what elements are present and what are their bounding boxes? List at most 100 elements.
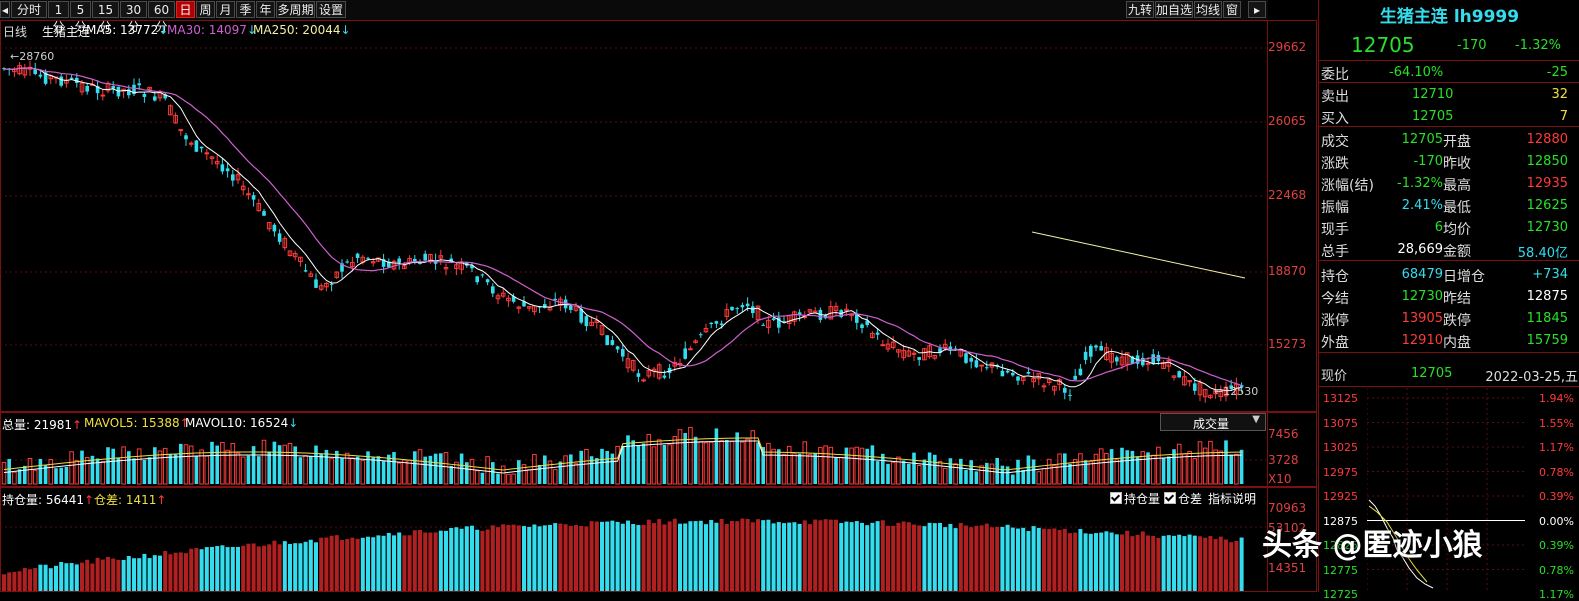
candle-body bbox=[370, 261, 376, 264]
candle-body bbox=[875, 332, 880, 335]
oi-bar bbox=[43, 564, 48, 591]
quote-field-label: 外盘 bbox=[1321, 335, 1349, 351]
oi-bar bbox=[516, 525, 521, 591]
candle-body bbox=[953, 348, 958, 350]
candle-body bbox=[204, 152, 210, 155]
oi-bar bbox=[1073, 532, 1078, 591]
period-tab-3[interactable]: 15分 bbox=[92, 1, 119, 34]
period-tab-1[interactable]: 1分 bbox=[48, 1, 69, 34]
volume-panel[interactable] bbox=[0, 412, 1317, 487]
period-tab-9[interactable]: 季 bbox=[236, 1, 255, 18]
candle-body bbox=[782, 321, 786, 323]
candle-body bbox=[137, 83, 141, 86]
diff-checkbox[interactable]: 仓差 bbox=[1164, 490, 1202, 507]
candle-body bbox=[350, 261, 355, 268]
toolbar-right-button-1[interactable]: 加自选 bbox=[1155, 1, 1193, 18]
quote-row: 现手 6 均价 12730 bbox=[1319, 216, 1579, 238]
intraday-chart[interactable] bbox=[1367, 388, 1525, 592]
indicator-dropdown[interactable]: 成交量 ▼ bbox=[1160, 413, 1266, 431]
volume-bar bbox=[95, 458, 100, 484]
mavol10-label: MAVOL10: 16524↓ bbox=[185, 416, 299, 430]
candlestick-chart[interactable]: ←28760 ←12530 bbox=[0, 20, 1266, 412]
volume-bar bbox=[792, 453, 797, 485]
period-tab-8[interactable]: 月 bbox=[216, 1, 235, 18]
period-tab-6[interactable]: 日 bbox=[176, 1, 195, 18]
candle-body bbox=[1020, 376, 1026, 381]
volume-bar bbox=[1218, 450, 1224, 485]
candle-body bbox=[573, 305, 579, 311]
open-interest-chart[interactable] bbox=[0, 487, 1266, 592]
oi-bar bbox=[579, 525, 584, 591]
buy-row: 买入 12705 7 bbox=[1319, 105, 1579, 127]
kline-panel[interactable] bbox=[0, 20, 1317, 412]
oi-bar bbox=[787, 522, 792, 591]
period-tab-10[interactable]: 年 bbox=[256, 1, 275, 18]
volume-bar bbox=[188, 445, 194, 485]
oi-bar bbox=[215, 546, 220, 591]
toolbar-right-button-3[interactable]: 窗 bbox=[1223, 1, 1241, 18]
intraday-pct-tick: 1.17% bbox=[1539, 588, 1574, 601]
oi-bar bbox=[854, 521, 859, 591]
checkbox-icon[interactable] bbox=[1164, 492, 1176, 504]
oi-bar bbox=[1026, 531, 1031, 591]
quote-field-value: -170 bbox=[1413, 154, 1443, 169]
oi-bar bbox=[813, 519, 818, 591]
period-label: 日线 bbox=[3, 25, 28, 39]
candle-body bbox=[1151, 354, 1155, 364]
checkbox-icon[interactable] bbox=[1110, 492, 1122, 504]
scroll-right-icon[interactable]: ▸ bbox=[1248, 1, 1266, 18]
quote-field-value: 2.41% bbox=[1401, 198, 1443, 213]
oi-bar bbox=[480, 530, 485, 591]
volume-bar bbox=[881, 453, 885, 484]
volume-bar bbox=[942, 468, 948, 485]
oi-bar bbox=[28, 569, 32, 591]
scroll-left-icon[interactable]: ◂ bbox=[0, 1, 10, 18]
candle-body bbox=[1124, 352, 1130, 365]
volume-bar bbox=[875, 461, 880, 484]
toolbar-right-button-2[interactable]: 均线 bbox=[1194, 1, 1222, 18]
oi-bar bbox=[1104, 531, 1109, 591]
candle-body bbox=[334, 271, 340, 278]
volume-bar bbox=[517, 460, 521, 484]
intraday-price-tick: 12825 bbox=[1323, 539, 1358, 552]
candle-body bbox=[896, 349, 901, 353]
volume-bar bbox=[735, 432, 739, 484]
volume-bar bbox=[194, 455, 199, 484]
oi-bar bbox=[1010, 527, 1015, 591]
vol-axis-mid: 3728 bbox=[1268, 453, 1299, 467]
candle-body bbox=[543, 304, 547, 308]
volume-bar bbox=[1026, 455, 1031, 484]
volume-bar bbox=[896, 456, 901, 485]
volume-bar bbox=[844, 447, 849, 484]
volume-bar bbox=[116, 457, 121, 484]
quote-field-value: 68479 bbox=[1401, 267, 1443, 282]
oi-bar bbox=[594, 521, 599, 591]
oi-checkbox[interactable]: 持仓量 bbox=[1110, 490, 1160, 507]
period-tab-5[interactable]: 60分 bbox=[148, 1, 175, 34]
volume-bar bbox=[1072, 459, 1078, 485]
oi-bar bbox=[1135, 534, 1140, 591]
oi-bar bbox=[1234, 540, 1239, 591]
volume-chart[interactable] bbox=[0, 412, 1266, 487]
period-tab-4[interactable]: 30分 bbox=[120, 1, 147, 34]
period-tab-0[interactable]: 分时 bbox=[11, 1, 47, 18]
oi-bar bbox=[912, 524, 916, 591]
oi-bar bbox=[511, 524, 516, 591]
toolbar-right-button-0[interactable]: 九转 bbox=[1126, 1, 1154, 18]
period-tab-7[interactable]: 周 bbox=[196, 1, 215, 18]
candle-body bbox=[807, 309, 813, 313]
quote-field-label: 开盘 bbox=[1443, 134, 1471, 150]
oi-bar bbox=[1224, 539, 1228, 591]
oi-bar bbox=[454, 527, 459, 591]
sell-volume: 32 bbox=[1551, 87, 1568, 102]
oi-bar bbox=[85, 559, 90, 591]
up-arrow-icon: ↑ bbox=[84, 493, 95, 507]
volume-bar bbox=[1083, 460, 1088, 484]
volume-bar bbox=[777, 449, 781, 484]
period-tab-11[interactable]: 多周期 bbox=[276, 1, 315, 18]
intraday-pct-tick: 0.39% bbox=[1539, 539, 1574, 552]
oi-bar bbox=[646, 519, 651, 591]
period-tab-2[interactable]: 5分 bbox=[70, 1, 91, 34]
indicator-help-link[interactable]: 指标说明 bbox=[1208, 492, 1257, 506]
period-tab-12[interactable]: 设置 bbox=[316, 1, 346, 18]
